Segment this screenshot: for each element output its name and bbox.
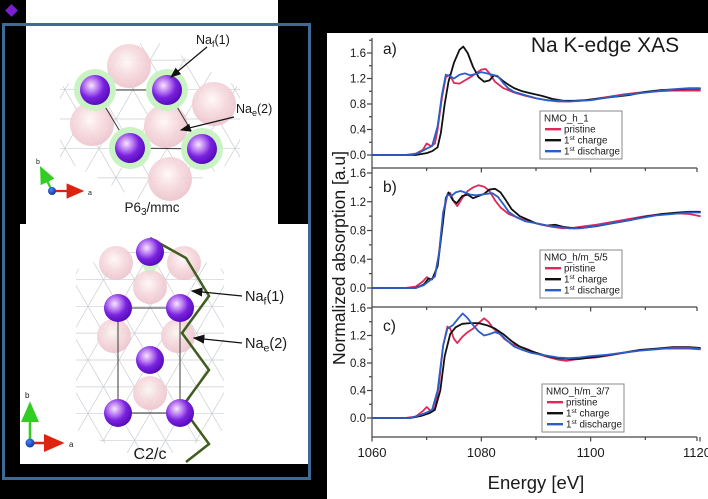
y-tick-label: 0.0 bbox=[350, 150, 366, 162]
x-tick-label: 1100 bbox=[577, 445, 605, 460]
axis-indicator: b a bbox=[36, 159, 92, 199]
legend-title: NMO_h/m_5/5 bbox=[544, 253, 608, 264]
axis-a-label: a bbox=[69, 440, 74, 449]
unit-cell-outline bbox=[117, 307, 181, 414]
axes-layer: 0.0 0.4 0.8 1.2 1.6 0.0 0.4 0.8 1.2 1.6 0.0 0.4 0.8 1… bbox=[350, 38, 708, 460]
x-tick-label: 1060 bbox=[358, 445, 387, 460]
curve-charge bbox=[371, 45, 701, 156]
na-f-spheres bbox=[104, 238, 194, 427]
curves-layer bbox=[371, 45, 701, 419]
x-tick-label: 1080 bbox=[467, 445, 496, 460]
lattice-line bbox=[20, 224, 74, 464]
label-na-f: Naf(1) bbox=[196, 33, 230, 49]
y-tick-label: 0.8 bbox=[350, 99, 366, 111]
y-tick-label: 1.2 bbox=[350, 331, 366, 343]
legend-label-discharge: 1st discharge bbox=[566, 419, 623, 430]
x-tick-label: 1120 bbox=[683, 445, 708, 460]
xas-plot-panel: Na K-edge XAS a) b) c) Normalized absorp… bbox=[327, 33, 708, 499]
annotation-arrow-naf bbox=[170, 46, 208, 78]
y-axis-title: Normalized absorption [a.u] bbox=[329, 151, 349, 365]
y-tick-label: 1.6 bbox=[350, 303, 366, 315]
lattice-line bbox=[20, 224, 74, 464]
label-na-e: Nae(2) bbox=[236, 102, 272, 118]
curve-discharge bbox=[371, 71, 701, 156]
y-tick-label: 0.4 bbox=[350, 125, 367, 137]
p63mmc-svg: Naf(1) Nae(2) b a P63/mmc bbox=[26, 0, 272, 230]
axis-b-label: b bbox=[25, 391, 30, 400]
na-e-spheres bbox=[97, 246, 201, 410]
curve-discharge bbox=[371, 190, 701, 289]
na-e-spheres bbox=[70, 44, 236, 201]
na-f-spheres bbox=[74, 69, 223, 170]
corner-diamond-icon bbox=[5, 4, 18, 17]
lattice-line bbox=[26, 0, 56, 230]
legend-title: NMO_h_1 bbox=[544, 114, 589, 125]
lattice-line bbox=[76, 237, 106, 463]
axis-b-arrow bbox=[40, 166, 55, 192]
structure-title-p63mmc: P63/mmc bbox=[124, 200, 179, 218]
annotation-arrow-nae bbox=[179, 116, 235, 132]
legend-label-pristine: pristine bbox=[564, 264, 596, 275]
legend-label-charge: 1st charge bbox=[566, 408, 610, 419]
legend-title: NMO_h/m_3/7 bbox=[546, 387, 610, 398]
axis-origin-dot bbox=[25, 438, 35, 448]
y-tick-label: 0.4 bbox=[350, 254, 367, 266]
lattice-line bbox=[288, 224, 311, 464]
y-tick-label: 0.8 bbox=[350, 358, 366, 370]
curve-discharge bbox=[371, 312, 701, 419]
lattice-line bbox=[101, 237, 224, 463]
annotation-arrow-naf bbox=[190, 287, 243, 297]
legend-label-pristine: pristine bbox=[564, 125, 596, 136]
y-tick-label: 1.6 bbox=[350, 48, 366, 60]
lattice-line bbox=[26, 0, 56, 230]
legend-label-charge: 1st charge bbox=[564, 274, 608, 285]
x-axis-title: Energy [eV] bbox=[488, 472, 585, 493]
lattice-line bbox=[20, 224, 43, 464]
structure-title-c2c: C2/c bbox=[134, 446, 167, 463]
lattice-line bbox=[288, 224, 311, 464]
zigzag-boundary bbox=[149, 236, 211, 463]
legend-label-pristine: pristine bbox=[566, 398, 598, 409]
curve-charge bbox=[371, 322, 701, 419]
y-tick-label: 0.8 bbox=[350, 226, 366, 238]
panel-letter-b: b) bbox=[383, 179, 397, 196]
y-tick-label: 0.0 bbox=[350, 283, 366, 295]
legend-label-discharge: 1st discharge bbox=[564, 285, 621, 296]
axis-a-label: a bbox=[88, 190, 92, 197]
axis-b-label: b bbox=[36, 159, 40, 166]
legend-label-discharge: 1st discharge bbox=[564, 146, 621, 157]
lattice-line bbox=[76, 237, 224, 463]
panel-letter-a: a) bbox=[383, 41, 397, 58]
curve-pristine bbox=[371, 317, 701, 419]
label-na-f: Naf(1) bbox=[245, 289, 284, 308]
lattice-line bbox=[76, 237, 106, 463]
c2c-svg: Naf(1) Nae(2) b a C2/c bbox=[20, 224, 311, 464]
y-tick-label: 1.6 bbox=[350, 168, 366, 180]
panel-letter-c: c) bbox=[383, 318, 396, 335]
label-na-e: Nae(2) bbox=[245, 336, 287, 355]
axis-origin-dot bbox=[48, 187, 56, 195]
xas-svg: Na K-edge XAS a) b) c) Normalized absorp… bbox=[329, 34, 708, 493]
legend-label-charge: 1st charge bbox=[564, 135, 608, 146]
annotation-arrow-nae bbox=[192, 334, 243, 344]
curve-pristine bbox=[371, 184, 701, 289]
lattice-line bbox=[20, 224, 43, 464]
y-tick-label: 1.2 bbox=[350, 197, 366, 209]
structure-image-c2c: Naf(1) Nae(2) b a C2/c bbox=[20, 224, 311, 464]
axis-indicator: b a bbox=[20, 391, 74, 453]
curve-charge bbox=[371, 187, 701, 289]
y-tick-label: 1.2 bbox=[350, 74, 366, 86]
structure-image-p63mmc: Naf(1) Nae(2) b a P63/mmc bbox=[26, 0, 278, 230]
chart-title: Na K-edge XAS bbox=[531, 34, 679, 57]
curve-pristine bbox=[371, 68, 701, 156]
y-tick-label: 0.4 bbox=[350, 386, 367, 398]
y-tick-label: 0.0 bbox=[350, 413, 366, 425]
